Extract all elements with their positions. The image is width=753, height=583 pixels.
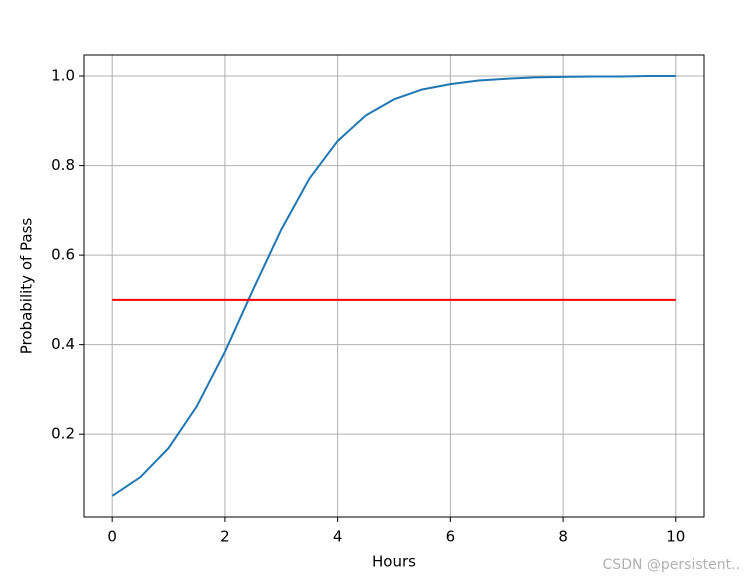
x-tick-label: 6: [446, 528, 456, 546]
y-tick-label: 0.6: [51, 246, 75, 264]
plot-frame: [83, 54, 705, 518]
y-tick-label: 0.2: [51, 425, 75, 443]
data-line: [111, 75, 676, 497]
x-tick-label: 4: [333, 528, 343, 546]
x-axis-label: Hours: [372, 553, 416, 571]
watermark: CSDN @persistent..: [603, 557, 740, 573]
y-tick-label: 0.4: [51, 335, 75, 353]
x-tick-label: 8: [558, 528, 568, 546]
y-axis-label: Probability of Pass: [18, 218, 36, 355]
x-tick-label: 2: [220, 528, 230, 546]
x-tick-label: 0: [107, 528, 117, 546]
y-tick-label: 0.8: [51, 156, 75, 174]
x-tick-label: 10: [666, 528, 685, 546]
y-tick-label: 1.0: [51, 67, 75, 85]
